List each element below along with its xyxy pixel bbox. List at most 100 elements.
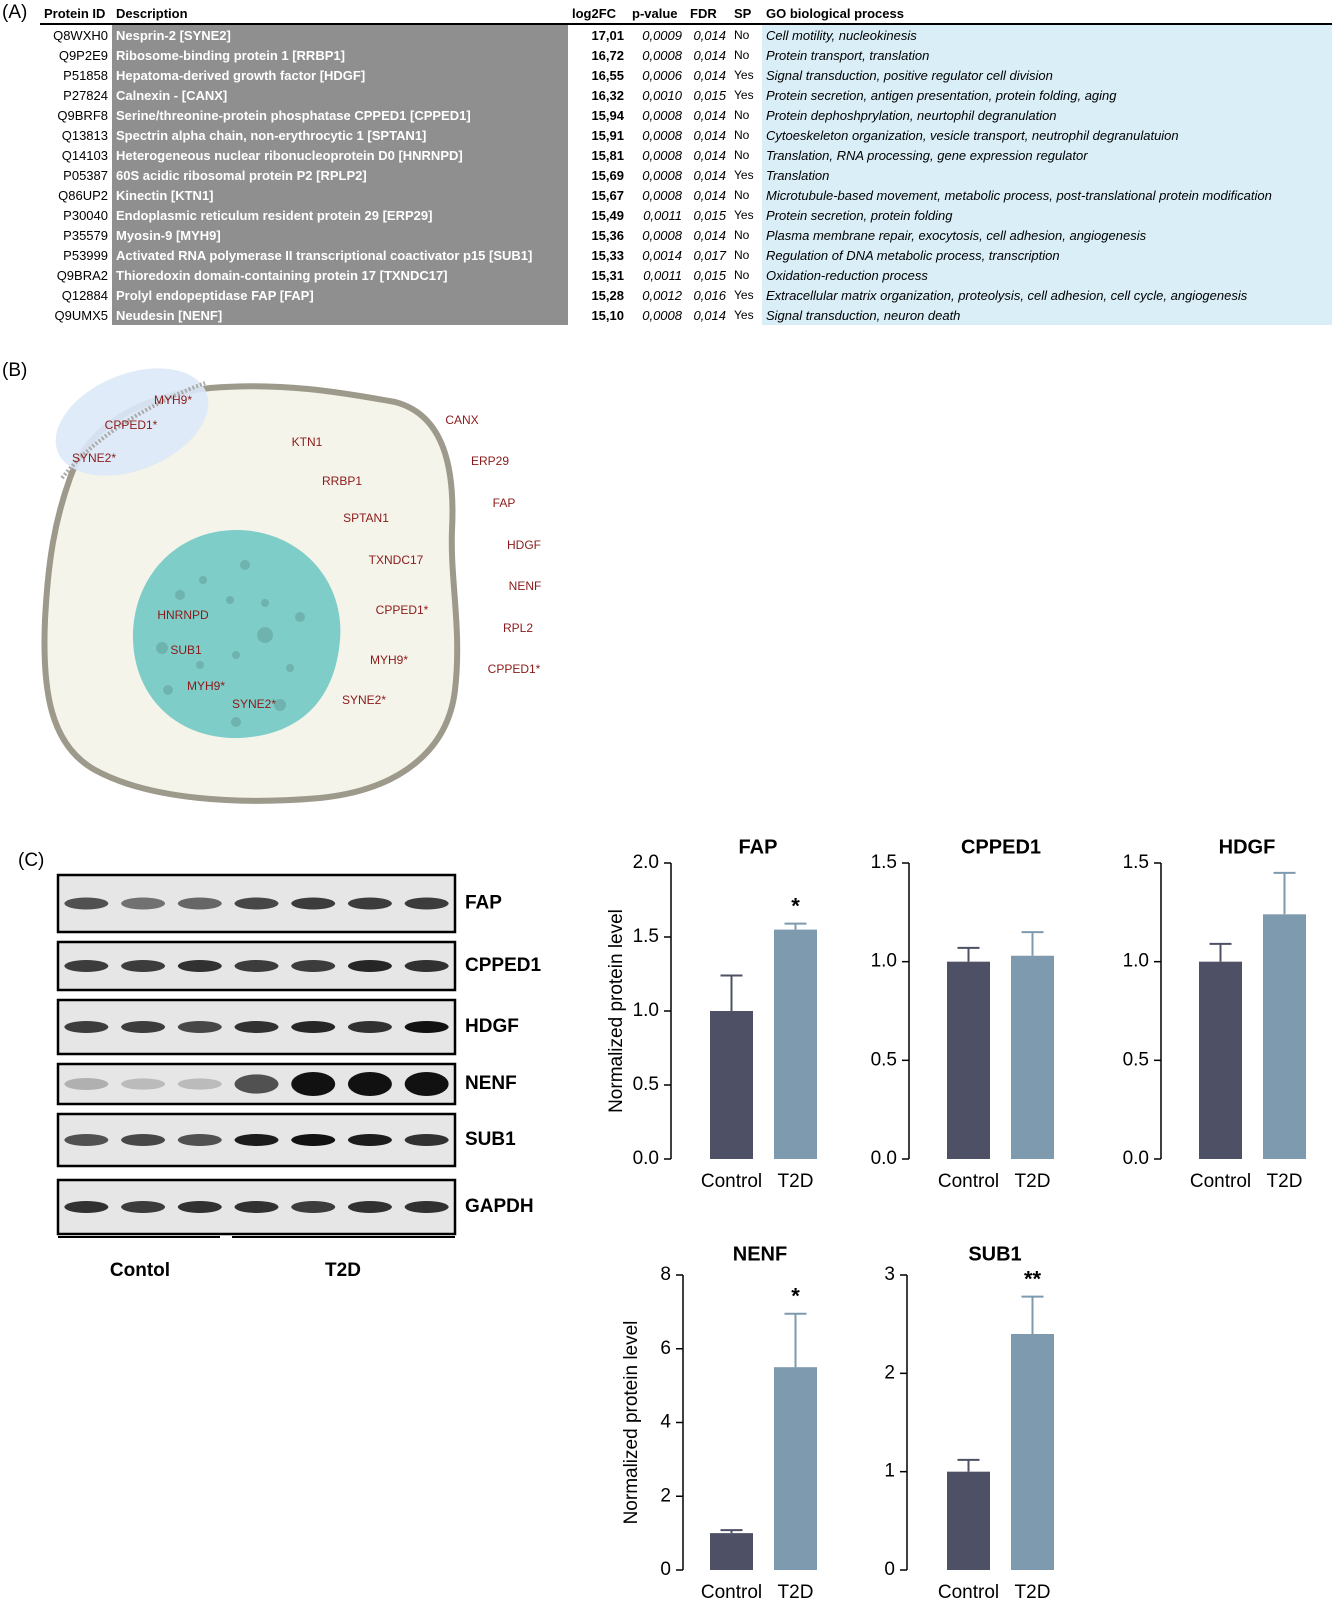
table-cell: Extracellular matrix organization, prote…	[762, 285, 1332, 305]
protein-table: Protein ID Description log2FC p-value FDR SP G…	[40, 4, 1332, 325]
protein-label: CPPED1*	[105, 418, 158, 432]
table-cell: P05387	[63, 167, 108, 183]
blot-band	[177, 897, 222, 910]
table-cell: 17,01	[591, 27, 624, 43]
protein-label: SPTAN1	[343, 511, 389, 525]
y-tick-label: 0.0	[871, 1148, 897, 1169]
table-cell: Neudesin [NENF]	[112, 305, 568, 325]
blot-band	[234, 897, 279, 910]
blot-band	[347, 1021, 392, 1033]
error-bar	[784, 922, 807, 930]
table-cell: Prolyl endopeptidase FAP [FAP]	[112, 285, 568, 305]
table-cell: No	[734, 228, 750, 242]
table-row: Q14103 Heterogeneous nuclear ribonucleopr…	[40, 145, 1332, 165]
table-cell: Translation, RNA processing, gene expres…	[762, 145, 1332, 165]
significance: **	[1024, 1266, 1042, 1291]
protein-label: ERP29	[471, 454, 509, 468]
table-cell: 15,33	[591, 247, 624, 263]
table-cell: 15,10	[591, 307, 624, 323]
blot-band	[121, 960, 166, 972]
error-bar	[1021, 931, 1044, 956]
nucleus	[132, 529, 341, 739]
table-cell: Activated RNA polymerase II transcriptio…	[112, 245, 568, 265]
blot-band	[234, 1134, 279, 1146]
blot-band	[64, 1201, 109, 1213]
column-header: Protein ID	[40, 4, 112, 25]
bar	[774, 929, 817, 1159]
blot-row-label: GAPDH	[465, 1196, 534, 1217]
table-cell: Q9BRA2	[56, 267, 108, 283]
table-cell: No	[734, 28, 750, 42]
table-cell: P30040	[63, 207, 108, 223]
error-bar	[957, 946, 980, 962]
table-cell: 0,014	[693, 307, 726, 323]
bar	[947, 1471, 990, 1570]
protein-label: KTN1	[292, 435, 323, 449]
table-cell: Q86UP2	[58, 187, 108, 203]
blot-band	[177, 1021, 222, 1033]
table-row: Q9P2E9 Ribosome-binding protein 1 [RRBP1]…	[40, 45, 1332, 65]
table-row: P30040 Endoplasmic reticulum resident pro…	[40, 205, 1332, 225]
y-tick-label: 1.0	[633, 1000, 659, 1021]
blot-row-label: CPPED1	[465, 955, 541, 976]
error-bar	[1273, 871, 1296, 915]
protein-label: SYNE2*	[232, 697, 276, 711]
table-cell: Yes	[734, 68, 754, 82]
error-bar	[957, 1458, 980, 1472]
column-header: p-value	[628, 4, 686, 25]
table-cell: Q14103	[61, 147, 108, 163]
table-cell: Endoplasmic reticulum resident protein 2…	[112, 205, 568, 225]
bar	[947, 961, 990, 1159]
table-cell: Hepatoma-derived growth factor [HDGF]	[112, 65, 568, 85]
blot-band	[177, 1201, 222, 1213]
y-axis-label: Normalized protein level	[621, 1321, 642, 1525]
y-tick-label: 0.5	[1123, 1049, 1149, 1070]
y-tick-label: 1	[884, 1461, 895, 1482]
table-cell: Yes	[734, 208, 754, 222]
table-cell: No	[734, 188, 750, 202]
y-tick-label: 0.0	[633, 1148, 659, 1169]
bar	[1011, 1334, 1054, 1570]
table-cell: 16,55	[591, 67, 624, 83]
y-tick-label: 2	[884, 1362, 895, 1383]
blot-band	[234, 960, 279, 972]
x-tick-label: T2D	[1267, 1171, 1303, 1192]
blot-band	[121, 1078, 166, 1090]
column-header: SP	[730, 4, 762, 25]
blot-band	[121, 1021, 166, 1033]
y-tick-label: 1.0	[871, 951, 897, 972]
table-cell: No	[734, 148, 750, 162]
table-cell: 0,0008	[642, 227, 682, 243]
chart-title: NENF	[733, 1243, 787, 1265]
x-tick-label: Control	[938, 1171, 999, 1192]
table-cell: 0,017	[693, 247, 726, 263]
blot-row-label: FAP	[465, 893, 502, 914]
blot-band	[234, 1074, 279, 1094]
panel-label: (A)	[2, 2, 28, 23]
protein-label: TXNDC17	[369, 553, 424, 567]
table-cell: 16,72	[591, 47, 624, 63]
table-cell: Heterogeneous nuclear ribonucleoprotein …	[112, 145, 568, 165]
table-cell: 0,0009	[642, 27, 682, 43]
y-tick-label: 2	[660, 1485, 671, 1506]
table-cell: Oxidation-reduction process	[762, 265, 1332, 285]
x-tick-label: Control	[938, 1582, 999, 1602]
error-bar	[720, 1529, 743, 1534]
table-cell: 0,014	[693, 67, 726, 83]
error-bar	[720, 974, 743, 1011]
blot-band	[404, 1021, 449, 1033]
error-bar	[784, 1312, 807, 1368]
table-cell: Q8WXH0	[53, 27, 108, 43]
y-tick-label: 2.0	[633, 852, 659, 873]
table-cell: 15,31	[591, 267, 624, 283]
x-tick-label: T2D	[778, 1171, 814, 1192]
table-cell: Calnexin - [CANX]	[112, 85, 568, 105]
table-cell: 15,69	[591, 167, 624, 183]
y-tick-label: 1.5	[1123, 852, 1149, 873]
table-cell: 15,67	[591, 187, 624, 203]
blot-band	[347, 1134, 392, 1146]
table-cell: 0,0008	[642, 187, 682, 203]
table-cell: Ribosome-binding protein 1 [RRBP1]	[112, 45, 568, 65]
table-cell: 0,014	[693, 27, 726, 43]
bar	[710, 1011, 753, 1159]
